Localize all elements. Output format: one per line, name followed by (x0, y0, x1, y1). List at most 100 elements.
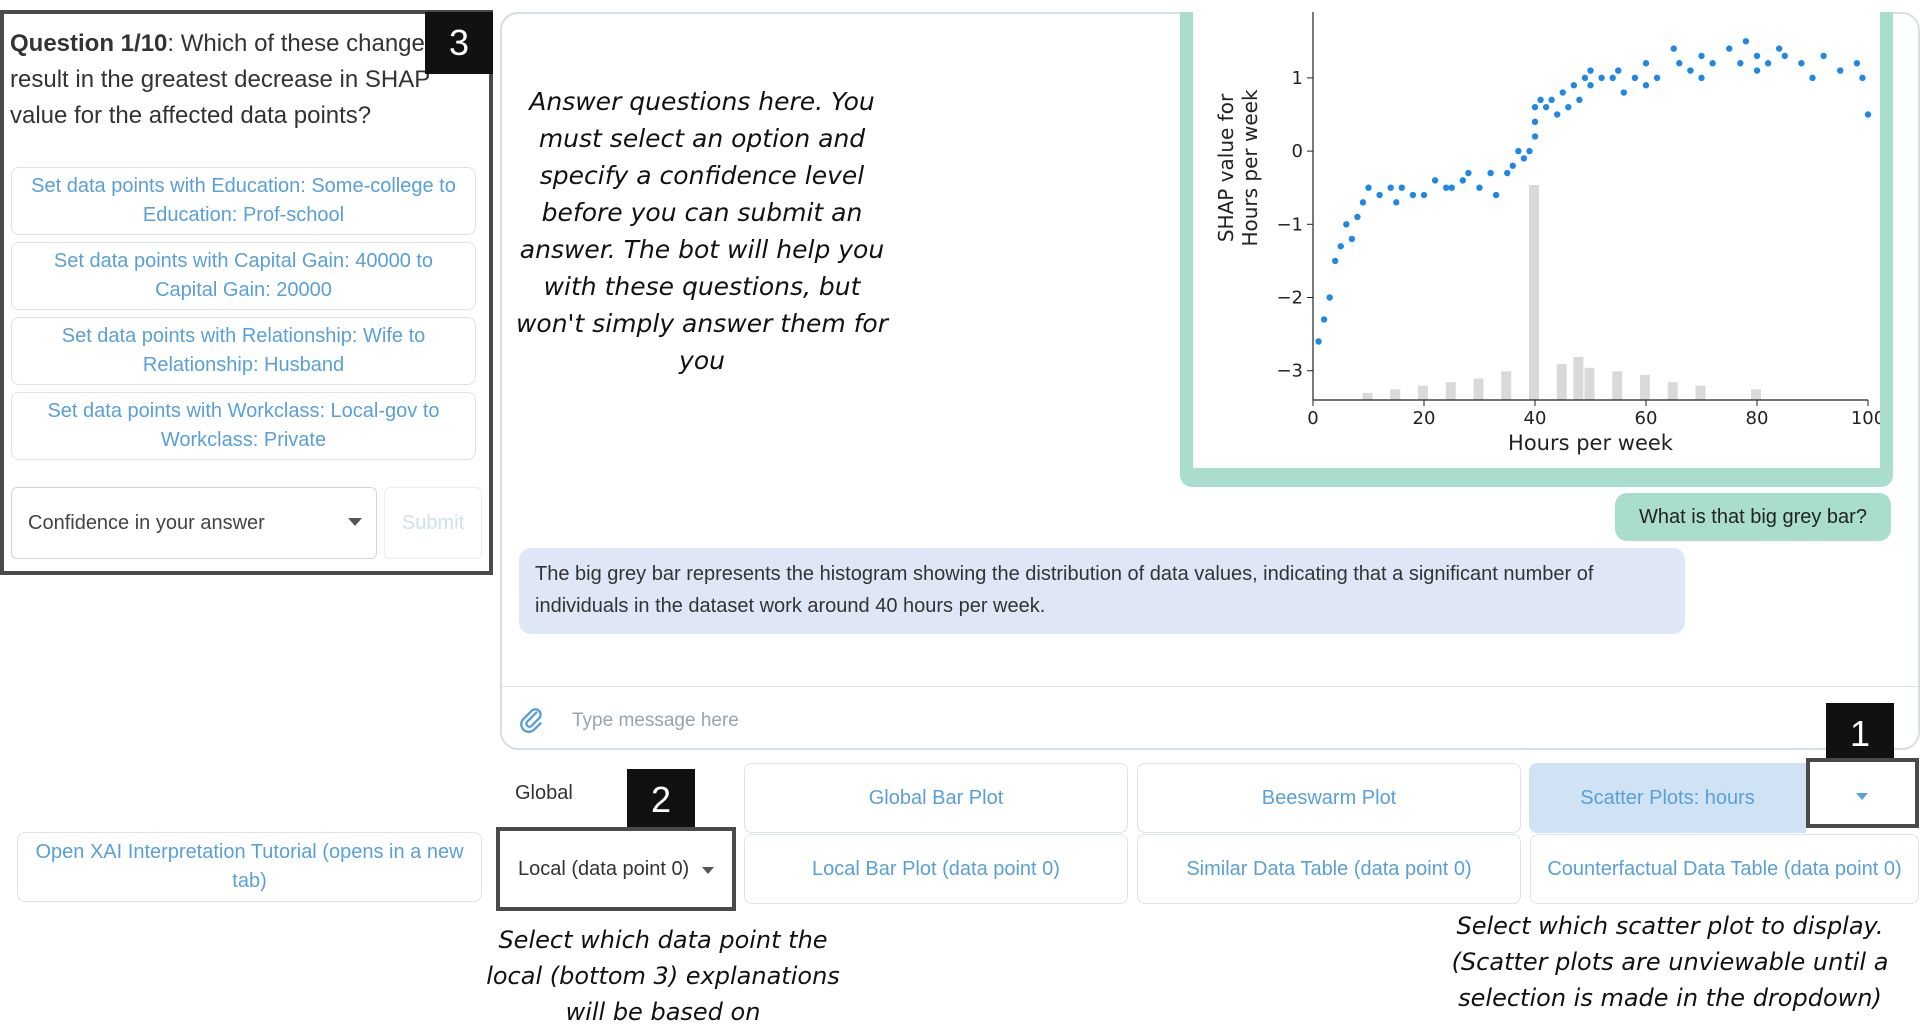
data-point (1853, 60, 1861, 67)
global-label: Global (515, 782, 573, 804)
data-point (1670, 45, 1677, 52)
confidence-dropdown[interactable]: Confidence in your answer (11, 487, 377, 559)
histogram-bar (1529, 185, 1539, 400)
tutorial-button[interactable]: Open XAI Interpretation Tutorial (opens … (17, 832, 482, 902)
y-axis-label: SHAP value forHours per week (1214, 89, 1262, 246)
histogram-bar (1751, 389, 1761, 400)
histogram-bar (1573, 357, 1584, 400)
message-input[interactable] (570, 705, 1574, 737)
data-point (1587, 82, 1594, 89)
data-point (1359, 199, 1367, 206)
local-data-point-select[interactable]: Local (data point 0) (496, 827, 736, 911)
x-tick-label: 60 (1635, 408, 1658, 429)
data-point (1337, 243, 1344, 250)
data-point (1326, 294, 1333, 301)
answer-option-4[interactable]: Set data points with Workclass: Local-go… (11, 392, 476, 460)
histogram-bar (1390, 389, 1401, 400)
data-point (1315, 338, 1322, 345)
data-point (1726, 45, 1733, 52)
data-point (1531, 118, 1539, 126)
beeswarm-plot-button[interactable]: Beeswarm Plot (1137, 763, 1521, 833)
similar-data-table-button[interactable]: Similar Data Table (data point 0) (1137, 834, 1521, 904)
data-point (1431, 177, 1439, 184)
data-point (1698, 52, 1705, 60)
answer-option-3[interactable]: Set data points with Relationship: Wife … (11, 317, 476, 385)
confidence-dropdown-label: Confidence in your answer (28, 511, 265, 534)
callout-badge-1: 1 (1826, 703, 1894, 765)
annotation-local-help: Select which data point the local (botto… (486, 926, 840, 1026)
data-point (1798, 60, 1805, 67)
data-point (1570, 82, 1578, 89)
scatter-plots-button[interactable]: Scatter Plots: hours (1529, 763, 1806, 833)
x-tick-label: 20 (1413, 408, 1436, 429)
data-point (1515, 147, 1522, 155)
bot-message: The big grey bar represents the histogra… (519, 548, 1685, 634)
data-point (1781, 52, 1788, 60)
y-tick-label: −1 (1276, 214, 1303, 235)
histogram-bar (1556, 364, 1567, 400)
annotation-scatter-help: Select which scatter plot to display. (S… (1451, 912, 1889, 1012)
answer-option-2[interactable]: Set data points with Capital Gain: 40000… (11, 242, 476, 310)
data-point (1465, 169, 1472, 177)
data-point (1698, 74, 1705, 82)
counterfactual-table-button[interactable]: Counterfactual Data Table (data point 0) (1530, 834, 1919, 904)
x-tick-label: 100 (1851, 408, 1880, 429)
data-point (1343, 221, 1350, 228)
data-point (1620, 89, 1627, 96)
data-point (1559, 89, 1566, 96)
data-point (1653, 74, 1661, 82)
question-text: Question 1/10: Which of these changes wi… (10, 26, 480, 134)
data-point (1320, 316, 1328, 323)
data-point (1609, 74, 1616, 82)
scatter-plot-dropdown[interactable] (1806, 758, 1919, 828)
histogram-bar (1418, 385, 1428, 400)
y-tick-label: 1 (1292, 68, 1303, 89)
x-axis-label: Hours per week (1508, 431, 1674, 455)
submit-button[interactable]: Submit (384, 487, 482, 559)
histogram-bar (1667, 382, 1678, 400)
data-point (1753, 52, 1761, 60)
data-point (1509, 162, 1516, 169)
data-point (1837, 67, 1844, 74)
data-point (1332, 257, 1339, 265)
data-point (1581, 74, 1589, 82)
shap-scatter-chart: 0 20 40 60 80 100 −3 −2 −1 0 1 Hours per week SHAP v… (1214, 12, 1885, 455)
data-point (1676, 60, 1683, 67)
scatter-plot-image: 0 20 40 60 80 100 −3 −2 −1 0 1 Hours per week SHAP v… (1193, 12, 1885, 468)
chevron-down-icon (348, 518, 362, 526)
data-point (1742, 38, 1750, 45)
question-number: Question 1/10 (10, 30, 168, 57)
user-message: What is that big grey bar? (1615, 493, 1891, 541)
data-point (1631, 74, 1639, 82)
data-point (1587, 67, 1594, 74)
data-point (1776, 45, 1783, 52)
data-point (1809, 74, 1816, 82)
data-point (1709, 60, 1716, 67)
global-bar-plot-button[interactable]: Global Bar Plot (744, 763, 1128, 833)
data-point (1448, 184, 1455, 191)
data-point (1554, 111, 1561, 118)
y-tick-label: 0 (1292, 141, 1303, 162)
x-tick-label: 80 (1746, 408, 1769, 429)
answer-option-1[interactable]: Set data points with Education: Some-col… (11, 167, 476, 235)
data-point (1376, 191, 1383, 199)
data-point (1504, 169, 1511, 177)
data-point (1737, 60, 1744, 67)
chat-divider (502, 686, 1918, 687)
data-point (1398, 184, 1405, 191)
chevron-down-icon (1856, 793, 1868, 800)
data-point (1476, 184, 1483, 191)
paperclip-icon[interactable] (518, 705, 544, 735)
data-point (1548, 96, 1555, 104)
data-point (1443, 184, 1450, 191)
data-point (1420, 191, 1428, 199)
histogram-bar (1473, 378, 1484, 400)
data-point (1598, 74, 1605, 82)
data-point (1393, 199, 1400, 206)
local-bar-plot-button[interactable]: Local Bar Plot (data point 0) (744, 834, 1128, 904)
histogram-bar (1501, 371, 1512, 400)
y-tick-label: −2 (1276, 288, 1303, 309)
chart-message: 0 20 40 60 80 100 −3 −2 −1 0 1 Hours per week SHAP v… (1180, 12, 1893, 487)
chevron-down-icon (702, 867, 714, 874)
data-point (1687, 67, 1694, 74)
